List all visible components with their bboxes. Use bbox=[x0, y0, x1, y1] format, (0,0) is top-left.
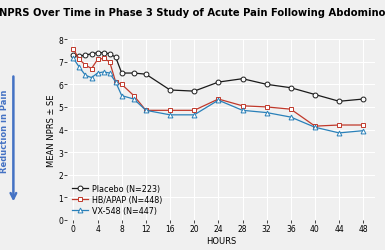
VX-548 (N=447) bbox=[132, 98, 136, 101]
Line: Placebo (N=223): Placebo (N=223) bbox=[71, 51, 366, 104]
HB/APAP (N=448) bbox=[144, 110, 148, 112]
HB/APAP (N=448) bbox=[119, 84, 124, 86]
HB/APAP (N=448) bbox=[240, 105, 245, 108]
HB/APAP (N=448) bbox=[313, 125, 317, 128]
Placebo (N=223) bbox=[313, 94, 317, 97]
HB/APAP (N=448) bbox=[168, 110, 172, 112]
Placebo (N=223) bbox=[101, 52, 106, 55]
VX-548 (N=447) bbox=[113, 81, 118, 84]
HB/APAP (N=448) bbox=[107, 61, 112, 64]
VX-548 (N=447) bbox=[216, 99, 221, 102]
VX-548 (N=447) bbox=[119, 95, 124, 98]
VX-548 (N=447) bbox=[264, 112, 269, 114]
Placebo (N=223) bbox=[192, 90, 196, 93]
Y-axis label: MEAN NPRS ± SE: MEAN NPRS ± SE bbox=[47, 94, 55, 166]
VX-548 (N=447) bbox=[101, 71, 106, 74]
HB/APAP (N=448) bbox=[337, 124, 341, 127]
VX-548 (N=447) bbox=[337, 132, 341, 135]
Placebo (N=223) bbox=[240, 78, 245, 81]
Placebo (N=223) bbox=[119, 72, 124, 75]
X-axis label: HOURS: HOURS bbox=[206, 236, 236, 245]
Placebo (N=223) bbox=[361, 98, 366, 101]
HB/APAP (N=448) bbox=[77, 59, 82, 62]
Legend: Placebo (N=223), HB/APAP (N=448), VX-548 (N=447): Placebo (N=223), HB/APAP (N=448), VX-548… bbox=[71, 184, 163, 216]
HB/APAP (N=448) bbox=[71, 48, 76, 52]
Placebo (N=223) bbox=[89, 53, 94, 56]
VX-548 (N=447) bbox=[107, 72, 112, 75]
HB/APAP (N=448) bbox=[113, 81, 118, 84]
Placebo (N=223) bbox=[71, 54, 76, 57]
Placebo (N=223) bbox=[95, 52, 100, 55]
VX-548 (N=447) bbox=[288, 116, 293, 119]
VX-548 (N=447) bbox=[89, 77, 94, 80]
HB/APAP (N=448) bbox=[216, 98, 221, 101]
Placebo (N=223) bbox=[216, 81, 221, 84]
HB/APAP (N=448) bbox=[89, 68, 94, 71]
Text: Reduction in Pain: Reduction in Pain bbox=[0, 90, 9, 173]
Placebo (N=223) bbox=[168, 89, 172, 92]
Placebo (N=223) bbox=[83, 54, 88, 57]
Line: VX-548 (N=447): VX-548 (N=447) bbox=[71, 57, 366, 136]
HB/APAP (N=448) bbox=[192, 110, 196, 112]
Placebo (N=223) bbox=[288, 87, 293, 90]
Placebo (N=223) bbox=[264, 84, 269, 86]
VX-548 (N=447) bbox=[144, 110, 148, 112]
Line: HB/APAP (N=448): HB/APAP (N=448) bbox=[71, 48, 366, 129]
VX-548 (N=447) bbox=[83, 74, 88, 78]
Text: Mean NPRS Over Time in Phase 3 Study of Acute Pain Following Abdominoplasty: Mean NPRS Over Time in Phase 3 Study of … bbox=[0, 8, 385, 18]
VX-548 (N=447) bbox=[95, 72, 100, 75]
HB/APAP (N=448) bbox=[264, 106, 269, 109]
Placebo (N=223) bbox=[77, 55, 82, 58]
VX-548 (N=447) bbox=[240, 110, 245, 112]
VX-548 (N=447) bbox=[77, 66, 82, 70]
HB/APAP (N=448) bbox=[288, 108, 293, 111]
Placebo (N=223) bbox=[337, 100, 341, 103]
VX-548 (N=447) bbox=[192, 114, 196, 117]
VX-548 (N=447) bbox=[313, 126, 317, 129]
VX-548 (N=447) bbox=[361, 130, 366, 132]
HB/APAP (N=448) bbox=[361, 124, 366, 127]
VX-548 (N=447) bbox=[168, 114, 172, 117]
HB/APAP (N=448) bbox=[95, 59, 100, 62]
Placebo (N=223) bbox=[144, 74, 148, 76]
Placebo (N=223) bbox=[132, 72, 136, 75]
VX-548 (N=447) bbox=[71, 58, 76, 60]
Placebo (N=223) bbox=[113, 56, 118, 59]
HB/APAP (N=448) bbox=[132, 95, 136, 98]
Placebo (N=223) bbox=[107, 53, 112, 56]
HB/APAP (N=448) bbox=[83, 64, 88, 67]
HB/APAP (N=448) bbox=[101, 58, 106, 60]
